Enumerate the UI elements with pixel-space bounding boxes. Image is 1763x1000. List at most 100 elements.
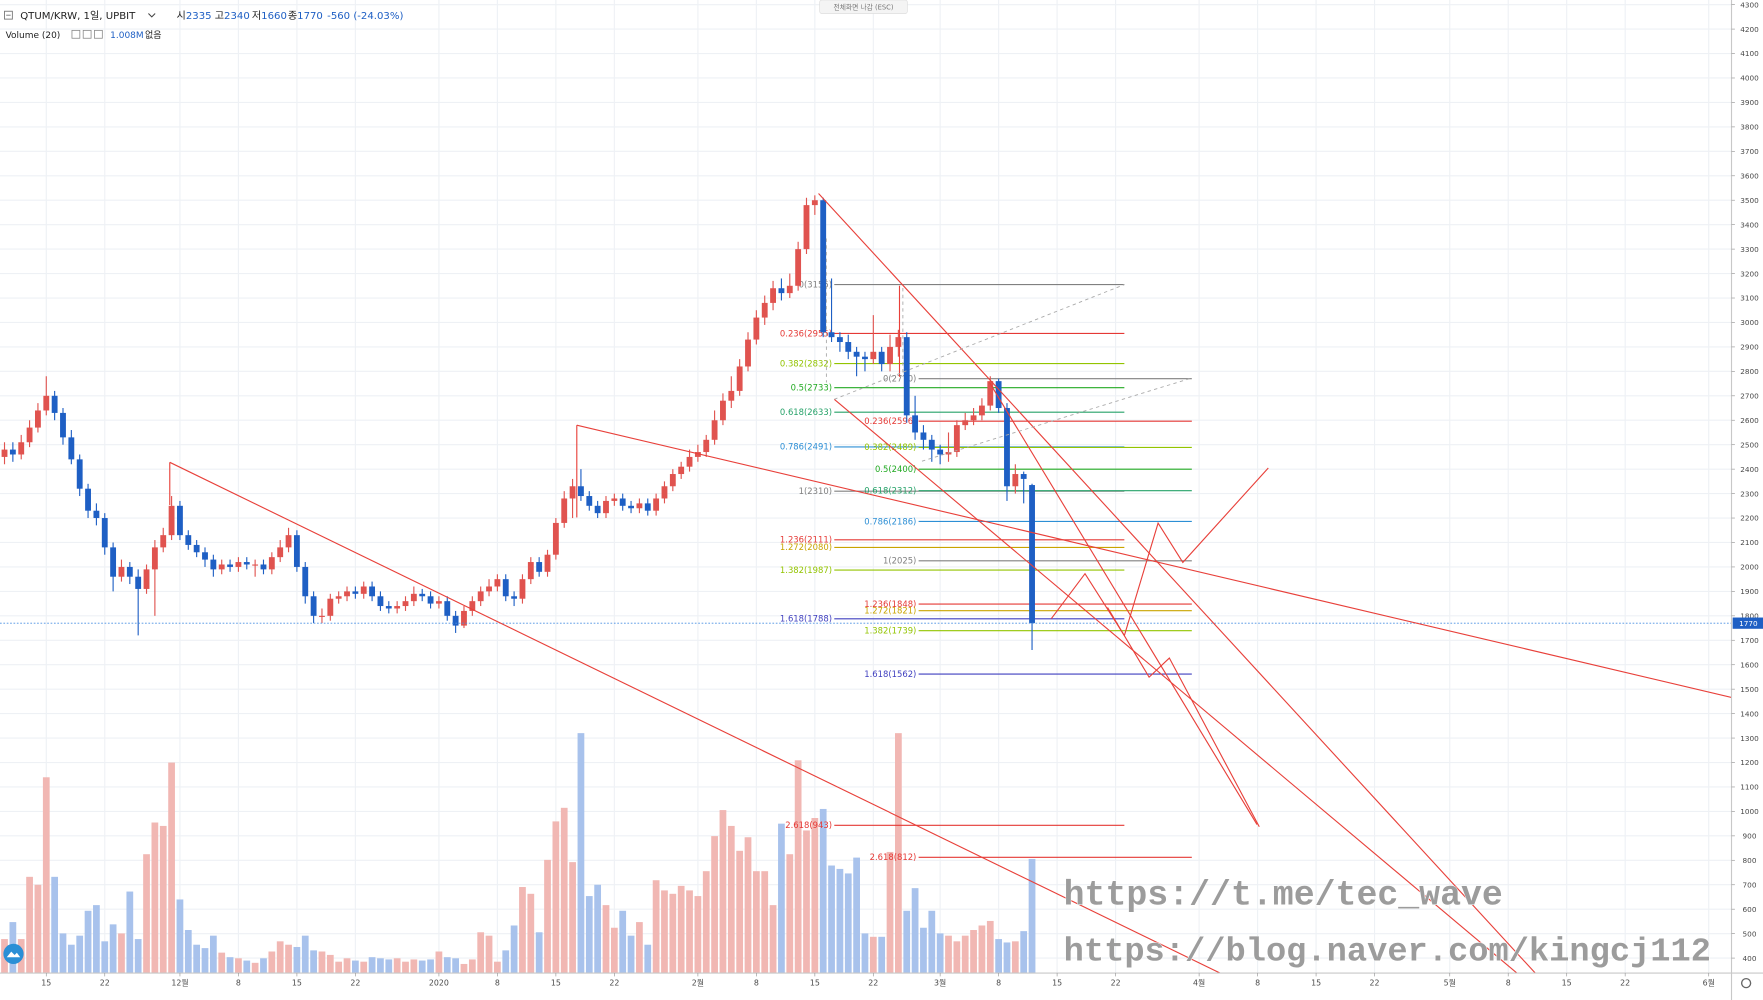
volume-bar: [477, 932, 485, 974]
candle-body: [1004, 408, 1010, 487]
candle-body: [511, 596, 518, 599]
volume-bar: [861, 933, 869, 974]
candle-body: [552, 522, 559, 555]
y-tick-label: 3200: [1740, 269, 1759, 278]
trend-zigzag: [1107, 607, 1260, 828]
volume-bar: [176, 899, 184, 974]
volume-bar: [544, 859, 551, 974]
candle-body: [402, 601, 409, 607]
fib-level-label: 0.786(2186): [864, 516, 916, 526]
x-tick-label: 22: [1111, 978, 1121, 987]
volume-bar: [352, 960, 359, 974]
volume-bar: [694, 896, 702, 974]
candle-body: [561, 498, 568, 523]
candle-body: [636, 503, 643, 509]
volume-bar: [285, 944, 292, 974]
trend-zigzag: [1050, 467, 1269, 637]
indicator-icon[interactable]: [71, 29, 81, 39]
volume-bar: [468, 959, 476, 974]
candle-body: [68, 437, 75, 460]
candle-body: [43, 395, 50, 411]
fib-level-label: 0.236(2955): [780, 328, 832, 338]
candle-body: [987, 381, 994, 406]
volume-bar: [34, 884, 42, 974]
candle-body: [594, 505, 601, 514]
y-tick-label: 4300: [1740, 0, 1759, 9]
volume-bar: [76, 935, 84, 974]
candle-body: [703, 439, 710, 453]
candle-body: [394, 606, 401, 609]
candle-body: [728, 390, 735, 401]
volume-bar: [343, 958, 351, 974]
volume-bar: [978, 925, 986, 974]
volume-bar: [569, 862, 576, 974]
volume-bar: [1028, 858, 1036, 974]
volume-bar: [778, 823, 785, 974]
volume-bar: [26, 876, 33, 974]
volume-bar: [920, 927, 927, 974]
x-tick-label: 15: [41, 978, 51, 987]
candle-body: [536, 562, 543, 572]
candle-body: [444, 601, 451, 616]
candle-body: [252, 564, 259, 566]
volume-bar: [803, 830, 810, 974]
volume-bar: [143, 854, 150, 974]
volume-bar: [93, 905, 100, 974]
y-tick-label: 4000: [1740, 74, 1759, 83]
fullscreen-hint[interactable]: 전체화면 나감 (ESC): [819, 0, 908, 14]
fib-level-label: 0.618(2312): [864, 485, 916, 495]
volume-bar: [669, 893, 677, 974]
candle-body: [9, 449, 16, 455]
hint-box[interactable]: [819, 0, 908, 14]
candle-body: [887, 346, 893, 365]
x-tick-label: 22: [1620, 978, 1630, 987]
y-tick-label: 2000: [1740, 563, 1759, 572]
volume-bar: [911, 888, 919, 974]
volume-bar: [878, 936, 886, 974]
candle-body: [502, 579, 509, 597]
candle-body: [686, 456, 693, 467]
y-tick-label: 1000: [1740, 807, 1759, 816]
settings-icon[interactable]: [1740, 977, 1752, 989]
symbol[interactable]: QTUM/KRW, 1일, UPBIT: [20, 10, 136, 22]
fib-level-label: 1.236(1848): [864, 599, 916, 609]
candle-body: [694, 452, 701, 457]
candle-body: [35, 410, 41, 428]
candle-body: [151, 547, 158, 570]
candle-body: [644, 503, 651, 511]
volume-bar: [636, 922, 643, 974]
volume-bar: [318, 951, 326, 974]
volume-bar: [677, 885, 685, 974]
fib-level-label: 2.618(812): [870, 852, 917, 862]
candle-body: [110, 547, 117, 577]
volume-bar: [427, 959, 434, 974]
candle-body: [745, 339, 751, 367]
volume-bar: [159, 825, 167, 974]
dropdown-caret[interactable]: [148, 13, 156, 18]
volume-bar: [118, 933, 125, 974]
x-tick-label: 15: [1562, 978, 1572, 987]
trend-line: [169, 461, 1221, 974]
candle-body: [260, 564, 267, 570]
fib-level-label: 1.618(1788): [780, 614, 832, 624]
candle-body: [678, 466, 685, 475]
ohlc-close: 종1770: [288, 10, 323, 22]
candle-body: [811, 200, 818, 206]
trend-lines: [169, 193, 1732, 974]
candle-body: [795, 249, 802, 286]
candle-body: [494, 579, 501, 587]
y-tick-label: 1700: [1740, 636, 1759, 645]
y-tick-label: 2300: [1740, 489, 1759, 498]
indicator-icon[interactable]: [94, 29, 103, 39]
fib-level-label: 0.382(2489): [864, 442, 916, 452]
change: -560 (-24.03%): [327, 11, 403, 22]
x-tick-label: 8: [1255, 978, 1260, 987]
candle-body: [160, 535, 167, 548]
candle-body: [360, 586, 367, 594]
collapse-icon[interactable]: [4, 10, 13, 20]
indicator-icon[interactable]: [82, 29, 92, 39]
candle-body: [76, 459, 83, 489]
candle-body: [85, 488, 91, 511]
candle-body: [912, 415, 919, 433]
